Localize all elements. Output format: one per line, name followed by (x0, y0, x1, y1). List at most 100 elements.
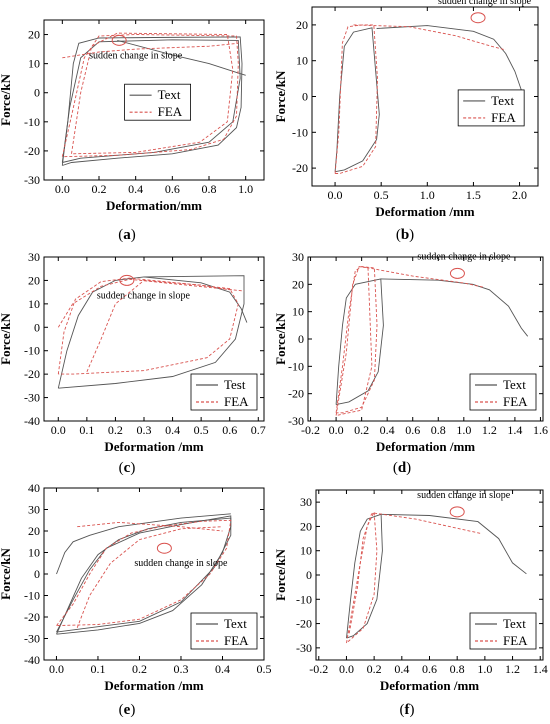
x-tick-label: 1.6 (533, 423, 548, 437)
y-axis-label: Force/kN (0, 313, 13, 365)
x-tick-label: 0.7 (251, 423, 266, 437)
y-tick-label: 30 (300, 495, 312, 509)
x-tick-label: 1.4 (533, 662, 548, 676)
series-fea-line (71, 32, 234, 155)
legend-label-text: Text (503, 616, 526, 631)
y-axis-label: Force/kN (0, 548, 13, 600)
legend-label-text: Text (158, 87, 181, 102)
y-tick-label: -10 (292, 125, 308, 139)
x-tick-label: 0.2 (132, 662, 147, 676)
x-tick-label: 0.8 (431, 423, 446, 437)
y-tick-label: 20 (296, 18, 308, 32)
y-tick-label: 20 (28, 273, 40, 287)
x-tick-label: 0.0 (49, 662, 64, 676)
legend-box (469, 373, 537, 411)
chart-panel-d: -0.2 0.0 0.2 0.4 0.6 0.8 1.0 1.2 1.4 1.6 -30 -20 -10… (273, 243, 550, 478)
x-tick-label: 0.8 (202, 182, 217, 196)
series-text-line (61, 36, 243, 166)
series-test-line (57, 275, 245, 389)
x-tick-label: 0.4 (165, 423, 180, 437)
x-tick-label: 0.0 (328, 188, 343, 202)
chart-d-svg: -0.2 0.0 0.2 0.4 0.6 0.8 1.0 1.2 1.4 1.6 -30 -20 -10… (273, 250, 548, 454)
x-tick-label: 0.5 (194, 423, 209, 437)
y-tick-label: 10 (296, 54, 308, 68)
legend-label-fea: FEA (158, 104, 183, 119)
x-tick-label: 0.8 (450, 662, 465, 676)
y-tick-label: -20 (292, 161, 308, 175)
series-fea-line (348, 511, 375, 634)
legend-box (190, 612, 258, 650)
x-tick-label: 0.4 (128, 182, 143, 196)
series-text-line (335, 278, 384, 406)
legend-label-text: Text (224, 616, 247, 631)
series-text-line (376, 25, 523, 94)
legend-label-test: Test (224, 377, 246, 392)
annotation-text: sudden change in slope (417, 490, 511, 501)
x-axis-label: Deformation /mm (104, 678, 203, 693)
series-fea-line (76, 526, 223, 628)
y-tick-label: 30 (28, 250, 40, 264)
series-fea-line (61, 34, 239, 158)
x-tick-label: 1.5 (466, 188, 481, 202)
x-tick-label: 0.6 (165, 182, 180, 196)
annotation-circle (470, 12, 486, 24)
legend-box (124, 83, 191, 121)
y-tick-label: -20 (288, 387, 304, 401)
x-tick-label: 0.1 (79, 423, 94, 437)
y-tick-label: 30 (28, 503, 40, 517)
y-tick-label: 20 (28, 524, 40, 538)
chart-b-svg: 0.0 0.5 1.0 1.5 2.0 -20 -10 0 10 20 Deformation /m… (273, 0, 539, 219)
series-fea-line (374, 512, 483, 535)
x-tick-label: 1.4 (507, 423, 522, 437)
x-tick-label: 0.0 (329, 423, 344, 437)
x-tick-label: 0.5 (257, 662, 272, 676)
x-tick-label: 1.2 (505, 662, 520, 676)
series-fea-line (346, 510, 378, 644)
x-tick-label: 0.2 (367, 662, 382, 676)
chart-panel-b: 0.0 0.5 1.0 1.5 2.0 -20 -10 0 10 20 Deformation /m… (273, 0, 550, 235)
y-tick-label: 20 (292, 277, 304, 291)
y-tick-label: 0 (306, 568, 312, 582)
chart-panel-a: 0.0 0.2 0.4 0.6 0.8 1.0 -30 -20 -10 0 10 20 Deformat… (0, 0, 275, 235)
y-tick-label: 10 (28, 297, 40, 311)
chart-panel-f: -0.2 0.0 0.2 0.4 0.6 0.8 1.0 1.2 1.4 -30 -20 -10 0 10… (273, 480, 550, 695)
x-tick-label: 0.6 (222, 423, 237, 437)
chart-c-svg: 0.0 0.1 0.2 0.3 0.4 0.5 0.6 0.7 -40 -30 -20 -10 0 10 2… (0, 250, 266, 454)
y-tick-label: 20 (28, 28, 40, 42)
plot-frame (43, 256, 265, 422)
annotation-circle (449, 267, 465, 279)
annotation-circle (156, 542, 172, 554)
series-fea-line (361, 266, 484, 288)
y-tick-label: -30 (24, 173, 40, 187)
legend-label-fea: FEA (503, 394, 528, 409)
x-tick-label: 0.6 (422, 662, 437, 676)
y-tick-label: 0 (34, 86, 40, 100)
x-tick-label: 0.3 (137, 423, 152, 437)
x-tick-label: 1.0 (456, 423, 471, 437)
y-tick-label: 10 (28, 546, 40, 560)
x-tick-label: 0.4 (215, 662, 230, 676)
series-text-line (56, 513, 231, 575)
x-tick-label: -0.2 (301, 423, 320, 437)
y-tick-label: -40 (24, 653, 40, 667)
annotation-text: sudden change in slope (417, 251, 511, 262)
y-tick-label: 0 (302, 90, 308, 104)
chart-panel-c: 0.0 0.1 0.2 0.3 0.4 0.5 0.6 0.7 -40 -30 -20 -10 0 10 2… (0, 243, 275, 478)
series-text-line (346, 513, 383, 639)
series-fea-line (335, 266, 378, 414)
x-tick-label: 0.2 (92, 182, 107, 196)
series-fea-line (334, 24, 378, 174)
series-fea-line (56, 519, 232, 627)
series-fea-line (77, 521, 223, 532)
y-axis-label: Force/kN (275, 313, 288, 365)
legend-box (469, 612, 537, 650)
series-text-line (380, 278, 529, 337)
y-axis-label: Force/kN (275, 549, 288, 601)
y-tick-label: -20 (24, 610, 40, 624)
y-tick-label: -20 (24, 367, 40, 381)
y-tick-label: 0 (34, 567, 40, 581)
y-tick-label: -30 (24, 632, 40, 646)
legend-label-text: Text (491, 93, 514, 108)
annotation-circle (111, 34, 127, 46)
subfigure-label-c: (c) (118, 460, 136, 476)
